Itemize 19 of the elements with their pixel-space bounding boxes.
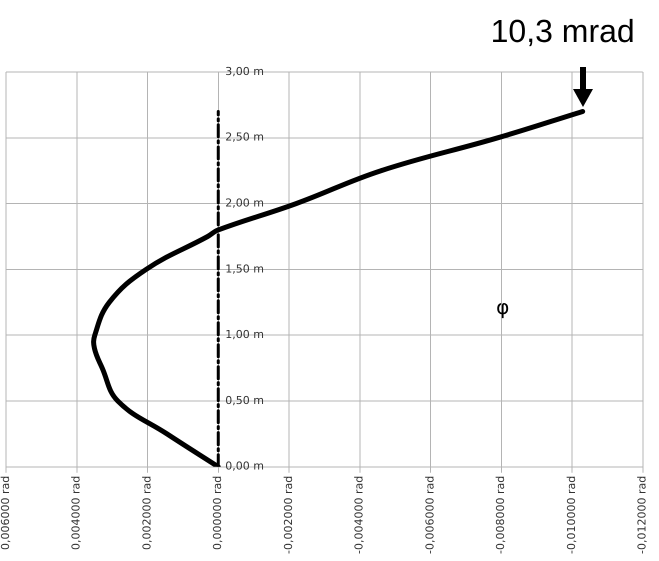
x-tick-label: 0,002000 rad — [140, 476, 154, 550]
x-tick-label: 0,000000 rad — [211, 476, 224, 550]
x-tick-label: -0,012000 rad — [636, 476, 649, 554]
y-tick-label: 2,50 m — [225, 130, 264, 144]
x-tick-label: 0,006000 rad — [0, 476, 12, 550]
x-tick-label: -0,008000 rad — [494, 476, 508, 554]
annotation: φ — [496, 295, 510, 320]
y-tick-label: 0,00 m — [225, 460, 264, 473]
annotation: 10,3 mrad — [490, 13, 635, 49]
x-tick-label: -0,006000 rad — [423, 476, 436, 554]
x-tick-label: -0,002000 rad — [282, 476, 295, 554]
x-tick-label: -0,010000 rad — [564, 476, 578, 554]
x-tick-label: 0,004000 rad — [70, 476, 83, 550]
y-tick-label: 1,50 m — [225, 262, 264, 276]
y-tick-label: 2,00 m — [225, 196, 264, 210]
y-tick-label: 1,00 m — [225, 328, 264, 342]
y-tick-label: 3,00 m — [225, 64, 264, 78]
y-tick-label: 0,50 m — [225, 394, 264, 407]
x-tick-label: -0,004000 rad — [352, 476, 366, 554]
